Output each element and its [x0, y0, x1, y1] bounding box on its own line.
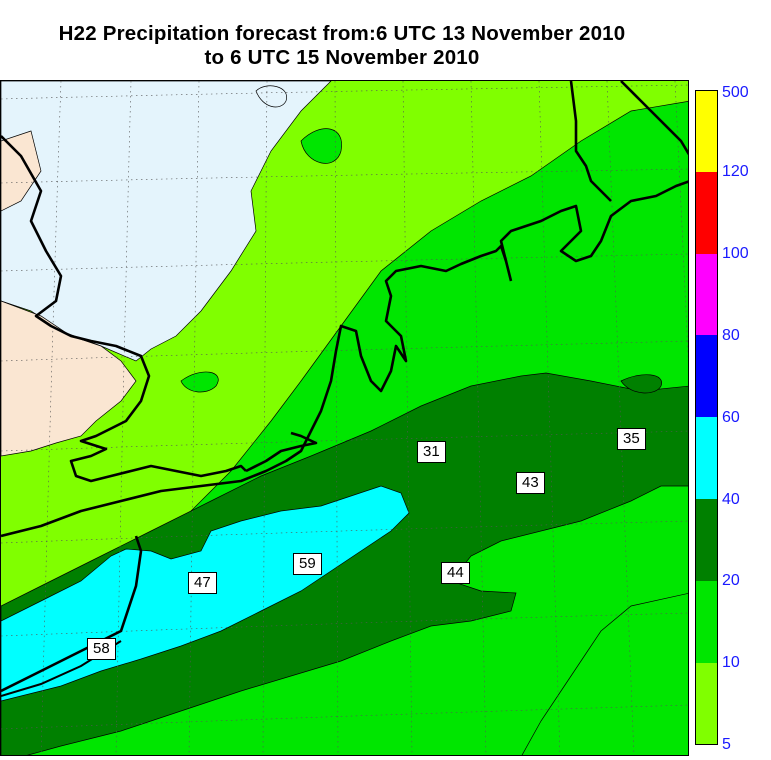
title-line-1: H22 Precipitation forecast from:6 UTC 13… — [58, 22, 626, 45]
band-20-40-patch — [620, 374, 662, 394]
colorbar-segment-5-10 — [696, 663, 717, 744]
colorbar-segment-40-60 — [696, 417, 717, 499]
title-line-2: to 6 UTC 15 November 2010 — [204, 46, 480, 69]
band-20-40-area — [1, 372, 688, 755]
colorbar-legend — [695, 90, 718, 745]
colorbar-tick-120: 120 — [722, 163, 749, 180]
lat-lon-grid — [1, 81, 688, 755]
colorbar-segment-60-80 — [696, 335, 717, 417]
value-label-35: 35 — [617, 428, 646, 450]
no-precip-patch — [255, 85, 287, 108]
colorbar-tick-60: 60 — [722, 409, 740, 426]
precipitation-map: 31 35 43 44 47 58 59 — [0, 80, 689, 756]
colorbar-segment-120-500 — [696, 91, 717, 172]
value-label-58: 58 — [87, 638, 116, 660]
band-10-20-patch — [180, 371, 219, 393]
value-label-31: 31 — [417, 441, 446, 463]
colorbar-tick-100: 100 — [722, 245, 749, 262]
band-10-20-patch — [300, 128, 342, 164]
map-title: H22 Precipitation forecast from:6 UTC 13… — [0, 22, 684, 70]
value-label-47: 47 — [188, 572, 217, 594]
colorbar-segment-10-20 — [696, 581, 717, 663]
colorbar-tick-5: 5 — [722, 736, 731, 753]
land-region-top — [1, 130, 42, 212]
colorbar-segment-100-120 — [696, 172, 717, 254]
colorbar-tick-20: 20 — [722, 572, 740, 589]
value-label-44: 44 — [441, 562, 470, 584]
colorbar-segment-80-100 — [696, 254, 717, 335]
colorbar-tick-10: 10 — [722, 654, 740, 671]
value-label-43: 43 — [516, 472, 545, 494]
colorbar-tick-500: 500 — [722, 84, 749, 101]
colorbar-segment-20-40 — [696, 499, 717, 581]
country-borders — [1, 81, 688, 693]
colorbar-tick-40: 40 — [722, 491, 740, 508]
value-label-59: 59 — [293, 553, 322, 575]
colorbar-tick-80: 80 — [722, 327, 740, 344]
